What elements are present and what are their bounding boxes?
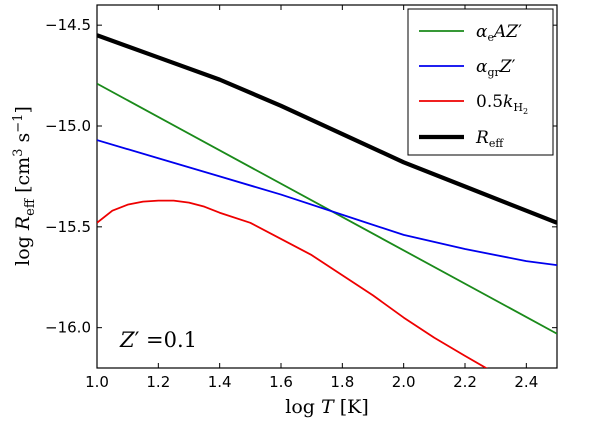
x-tick-label: 1.4 [208,373,232,391]
x-tick-label: 2.4 [514,373,538,391]
series-line-alpha-e [97,82,557,335]
y-axis-ticks: −14.5 −15.0 −15.5 −16.0 [45,16,557,337]
y-tick-label: −14.5 [45,16,91,34]
x-axis-label: log T [K] [285,396,368,418]
y-tick-label: −15.5 [45,218,91,236]
series-line-reff [97,33,557,225]
x-axis-ticks: 1.0 1.2 1.4 1.6 1.8 2.0 2.2 2.4 [85,5,538,391]
y-tick-label: −15.0 [45,117,91,135]
x-tick-label: 1.6 [269,373,293,391]
series-line-kh2 [97,199,488,368]
legend-entry-alpha-gr-label: αgrZ′ [476,57,516,79]
legend: αeAZ′ αgrZ′ 0.5kH2 Reff [407,8,554,156]
x-tick-label: 2.0 [392,373,416,391]
x-tick-label: 1.0 [85,373,109,391]
legend-entry-alpha-e-label: αeAZ′ [476,22,522,44]
legend-entry-kh2-label: 0.5kH2 [476,92,528,116]
y-axis-label: log Reff [cm3 s−1] [11,106,38,266]
legend-entry-reff-label: Reff [475,128,504,150]
annotation-zprime: Z′ =0.1 [119,328,197,352]
plot-frame [96,4,558,369]
x-tick-label: 1.8 [330,373,354,391]
series-group [97,33,557,368]
series-line-alpha-gr [97,139,557,267]
y-tick-label: −16.0 [45,319,91,337]
x-tick-label: 1.2 [146,373,170,391]
x-tick-label: 2.2 [453,373,477,391]
legend-frame [407,8,554,156]
